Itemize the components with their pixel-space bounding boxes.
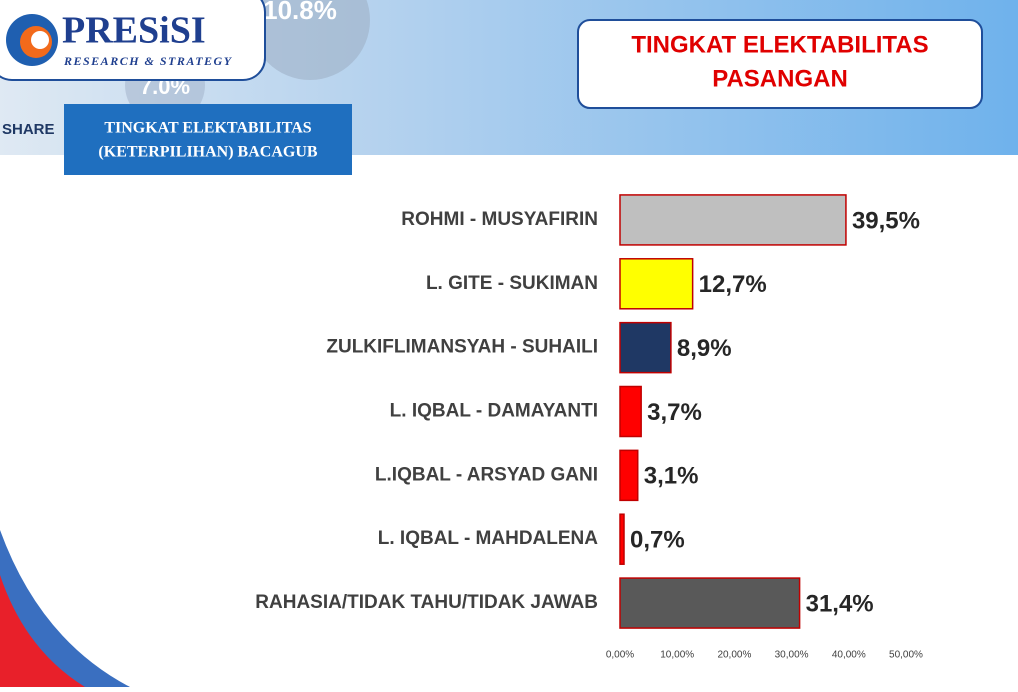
- logo-tagline: RESEARCH & STRATEGY: [63, 54, 233, 68]
- bar: [619, 258, 694, 310]
- bar: [619, 321, 672, 374]
- bar: [619, 577, 801, 629]
- bg-text: SHARE: [2, 121, 55, 138]
- value-label: 0,7%: [630, 527, 685, 554]
- x-tick-label: 30,00%: [775, 650, 809, 661]
- bar: [619, 385, 642, 438]
- value-label: 8,9%: [677, 335, 732, 362]
- y-tick-label: ROHMI - MUSYAFIRIN: [401, 209, 598, 230]
- y-tick-label: L.IQBAL - ARSYAD GANI: [375, 464, 598, 485]
- y-tick-label: L. GITE - SUKIMAN: [426, 273, 598, 294]
- subtitle: (KETERPILIHAN) BACAGUB: [98, 144, 317, 161]
- title-box: [577, 19, 983, 109]
- bg-text: 10.8%: [263, 0, 337, 25]
- x-tick-label: 50,00%: [889, 650, 923, 661]
- corner-swoosh: [0, 575, 85, 687]
- bg-circle: [250, 0, 370, 80]
- value-label: 3,7%: [647, 399, 702, 426]
- subtitle-box: [64, 104, 352, 175]
- chart: 0,00% 10,00% 20,00% 30,00% 40,00% 50,00% ROHMI…: [255, 194, 923, 661]
- x-tick-label: 10,00%: [660, 650, 694, 661]
- title: PASANGAN: [712, 65, 848, 92]
- y-tick-label: RAHASIA/TIDAK TAHU/TIDAK JAWAB: [255, 592, 598, 613]
- bar: [619, 194, 847, 246]
- x-tick-label: 0,00%: [606, 650, 634, 661]
- x-tick-label: 40,00%: [832, 650, 866, 661]
- title: TINGKAT ELEKTABILITAS: [631, 31, 928, 58]
- logo-name: PRESiSI: [62, 10, 206, 52]
- value-label: 31,4%: [806, 590, 874, 617]
- x-tick-label: 20,00%: [717, 650, 751, 661]
- y-tick-label: L. IQBAL - MAHDALENA: [378, 528, 599, 549]
- bar: [619, 449, 639, 502]
- logo-icon: [31, 31, 49, 49]
- logo-box: [0, 0, 266, 81]
- subtitle: TINGKAT ELEKTABILITAS: [104, 120, 311, 137]
- y-tick-label: L. IQBAL - DAMAYANTI: [390, 401, 598, 422]
- value-label: 39,5%: [852, 207, 920, 234]
- bar: [619, 513, 625, 565]
- value-label: 3,1%: [644, 463, 699, 490]
- value-label: 12,7%: [699, 271, 767, 298]
- y-tick-label: ZULKIFLIMANSYAH - SUHAILI: [326, 337, 598, 358]
